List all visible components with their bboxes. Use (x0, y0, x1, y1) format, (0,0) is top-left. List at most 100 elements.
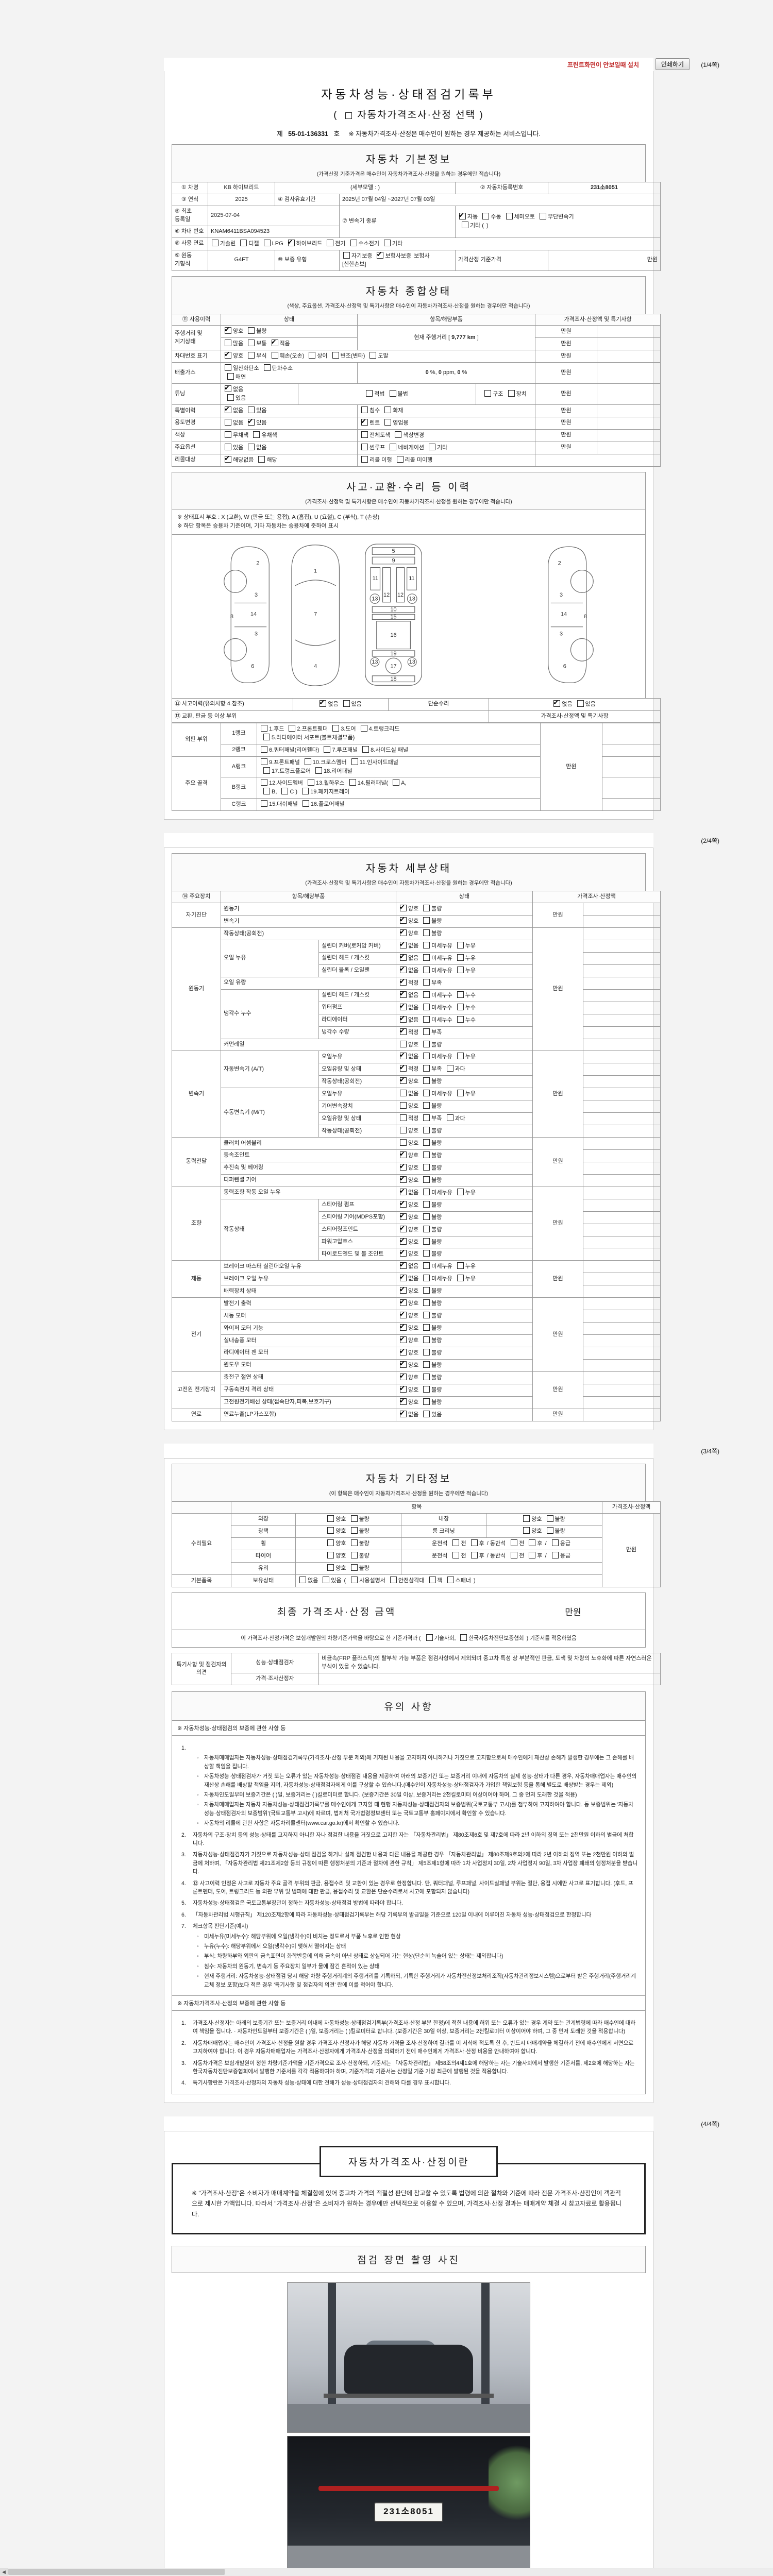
checkbox[interactable] (399, 1187, 407, 1196)
checkbox[interactable] (224, 454, 231, 464)
checkbox[interactable] (399, 915, 407, 925)
checkbox[interactable] (399, 903, 407, 912)
checkbox[interactable] (361, 431, 368, 438)
checkbox[interactable] (343, 700, 350, 707)
checkbox[interactable] (399, 1211, 407, 1221)
checkbox[interactable] (212, 239, 219, 246)
checkbox[interactable] (423, 942, 430, 948)
checkbox[interactable] (452, 1539, 460, 1547)
checkbox[interactable] (553, 698, 561, 708)
checkbox[interactable] (423, 929, 430, 937)
checkbox[interactable] (400, 1139, 407, 1146)
checkbox[interactable] (361, 443, 368, 450)
checkbox[interactable] (470, 1552, 478, 1559)
checkbox[interactable] (399, 1297, 407, 1307)
checkbox[interactable] (423, 1348, 430, 1355)
checkbox[interactable] (423, 1373, 430, 1380)
checkbox[interactable] (247, 417, 255, 427)
checkbox[interactable] (225, 364, 231, 371)
checkbox[interactable] (551, 1539, 559, 1547)
checkbox[interactable] (423, 1040, 430, 1047)
checkbox[interactable] (399, 1334, 407, 1344)
checkbox[interactable] (423, 1287, 430, 1294)
checkbox[interactable] (423, 1361, 430, 1368)
checkbox[interactable] (399, 1224, 407, 1233)
checkbox[interactable] (327, 1564, 334, 1571)
checkbox[interactable] (400, 1090, 407, 1097)
checkbox[interactable] (423, 1127, 430, 1134)
checkbox[interactable] (361, 417, 368, 427)
checkbox[interactable] (457, 942, 464, 948)
checkbox[interactable] (395, 431, 402, 438)
checkbox[interactable] (350, 1527, 358, 1534)
checkbox[interactable] (399, 989, 407, 999)
checkbox[interactable] (426, 1634, 433, 1641)
checkbox[interactable] (383, 239, 391, 246)
checkbox[interactable] (423, 905, 430, 912)
checkbox[interactable] (261, 800, 267, 807)
checkbox[interactable] (429, 1577, 436, 1584)
checkbox[interactable] (423, 1200, 430, 1208)
checkbox[interactable] (263, 364, 271, 371)
checkbox[interactable] (423, 1213, 430, 1220)
checkbox[interactable] (224, 350, 231, 360)
scroll-left-arrow[interactable]: ◀ (0, 2568, 8, 2575)
horizontal-scrollbar[interactable]: ◀ (0, 2568, 773, 2576)
checkbox[interactable] (400, 1102, 407, 1109)
checkbox[interactable] (327, 1539, 334, 1547)
checkbox[interactable] (506, 213, 513, 220)
checkbox[interactable] (423, 1077, 430, 1084)
checkbox[interactable] (248, 443, 255, 450)
checkbox[interactable] (399, 1347, 407, 1357)
checkbox[interactable] (423, 1385, 430, 1393)
checkbox[interactable] (423, 1250, 430, 1257)
checkbox[interactable] (350, 1539, 358, 1547)
checkbox[interactable] (399, 1174, 407, 1184)
checkbox[interactable] (457, 966, 464, 973)
checkbox[interactable] (351, 1577, 358, 1584)
checkbox[interactable] (304, 758, 311, 765)
checkbox[interactable] (315, 767, 323, 774)
checkbox[interactable] (423, 1151, 430, 1158)
checkbox[interactable] (423, 1163, 430, 1171)
checkbox[interactable] (399, 1236, 407, 1245)
checkbox[interactable] (423, 978, 430, 986)
checkbox[interactable] (319, 698, 327, 708)
checkbox[interactable] (457, 1188, 464, 1195)
checkbox[interactable] (423, 1336, 430, 1343)
checkbox[interactable] (423, 1275, 430, 1282)
checkbox[interactable] (423, 1114, 430, 1122)
checkbox[interactable] (332, 724, 340, 732)
checkbox[interactable] (457, 1090, 464, 1097)
checkbox[interactable] (551, 1552, 559, 1559)
checkbox[interactable] (423, 1324, 430, 1331)
checkbox[interactable] (452, 1552, 460, 1559)
checkbox[interactable] (399, 1371, 407, 1381)
checkbox[interactable] (399, 977, 407, 987)
checkbox[interactable] (523, 1515, 530, 1522)
checkbox[interactable] (399, 1063, 407, 1073)
checkbox[interactable] (423, 954, 430, 961)
checkbox[interactable] (227, 373, 234, 380)
checkbox[interactable] (423, 1176, 430, 1183)
checkbox[interactable] (423, 1299, 430, 1307)
checkbox[interactable] (261, 745, 267, 753)
checkbox[interactable] (302, 800, 309, 807)
checkbox[interactable] (399, 1396, 407, 1406)
checkbox[interactable] (263, 733, 270, 740)
checkbox[interactable] (225, 418, 231, 426)
checkbox[interactable] (261, 779, 267, 786)
checkbox[interactable] (349, 779, 356, 786)
checkbox[interactable] (399, 1162, 407, 1172)
checkbox[interactable] (399, 1199, 407, 1209)
checkbox[interactable] (423, 1065, 430, 1072)
checkbox[interactable] (423, 966, 430, 973)
checkbox[interactable] (423, 1410, 430, 1417)
checkbox[interactable] (457, 991, 464, 998)
checkbox[interactable] (423, 1238, 430, 1245)
checkbox[interactable] (390, 1577, 397, 1584)
checkbox[interactable] (423, 1102, 430, 1109)
checkbox[interactable] (399, 1322, 407, 1332)
checkbox[interactable] (263, 239, 271, 246)
checkbox[interactable] (350, 1552, 358, 1559)
